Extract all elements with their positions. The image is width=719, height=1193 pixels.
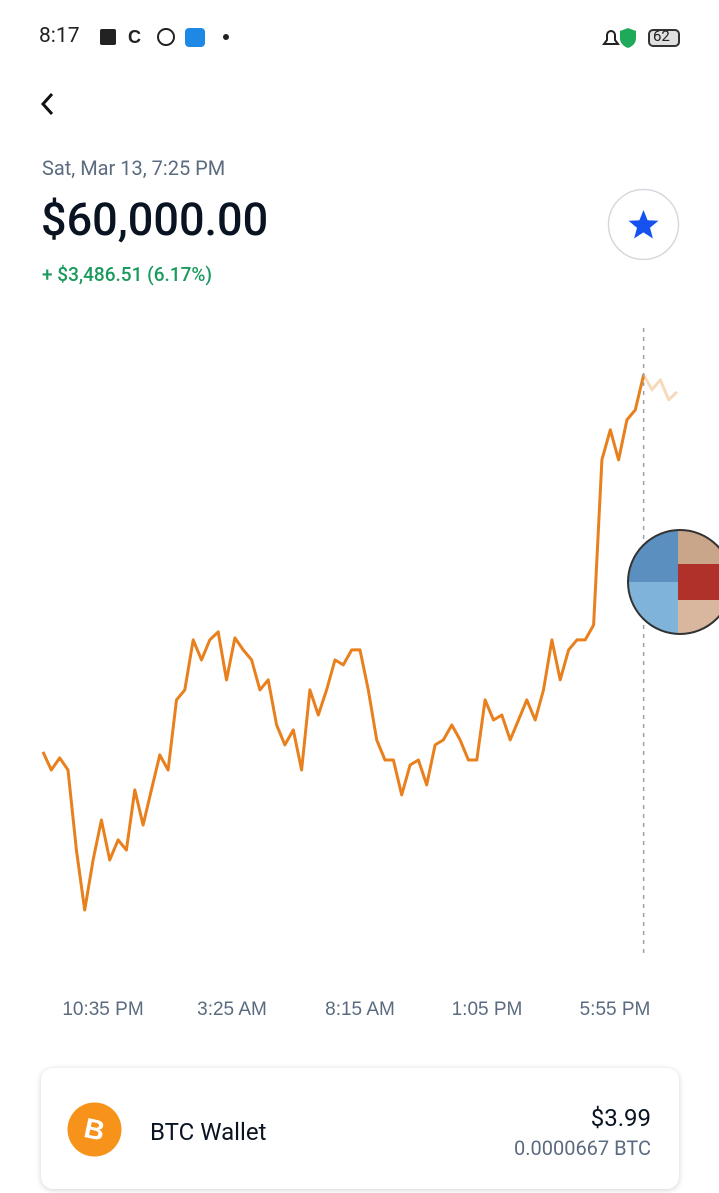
status-right-icons xyxy=(602,28,680,48)
status-time: 8:17 xyxy=(39,24,80,48)
status-icons: C xyxy=(100,27,229,47)
price-line xyxy=(41,373,679,912)
btc-icon: B xyxy=(67,1102,122,1157)
wallet-card[interactable] xyxy=(41,1068,679,1189)
x-label: 3:25 AM xyxy=(197,999,267,1020)
price-chart: 10:35 PM 3:25 AM 8:15 AM 1:05 PM 5:55 PM xyxy=(41,300,719,1020)
watchlist-star[interactable] xyxy=(607,188,680,261)
price: $60,000.00 xyxy=(41,193,269,246)
x-label: 1:05 PM xyxy=(452,999,523,1020)
wallet-name: BTC Wallet xyxy=(150,1118,267,1146)
future-fade xyxy=(644,300,719,980)
svg-text:C: C xyxy=(128,27,141,47)
wallet-balance: $3.99 xyxy=(590,1104,651,1132)
wallet-amount: 0.0000667 BTC xyxy=(513,1136,651,1160)
chat-head[interactable] xyxy=(626,528,719,636)
x-label: 8:15 AM xyxy=(325,999,395,1020)
date-label: Sat, Mar 13, 7:25 PM xyxy=(42,156,226,180)
x-label: 5:55 PM xyxy=(580,999,651,1020)
price-change: + $3,486.51 (6.17%) xyxy=(42,263,212,286)
battery-level: 62 xyxy=(653,27,670,45)
back-button[interactable] xyxy=(36,90,60,118)
x-label: 10:35 PM xyxy=(62,999,143,1020)
